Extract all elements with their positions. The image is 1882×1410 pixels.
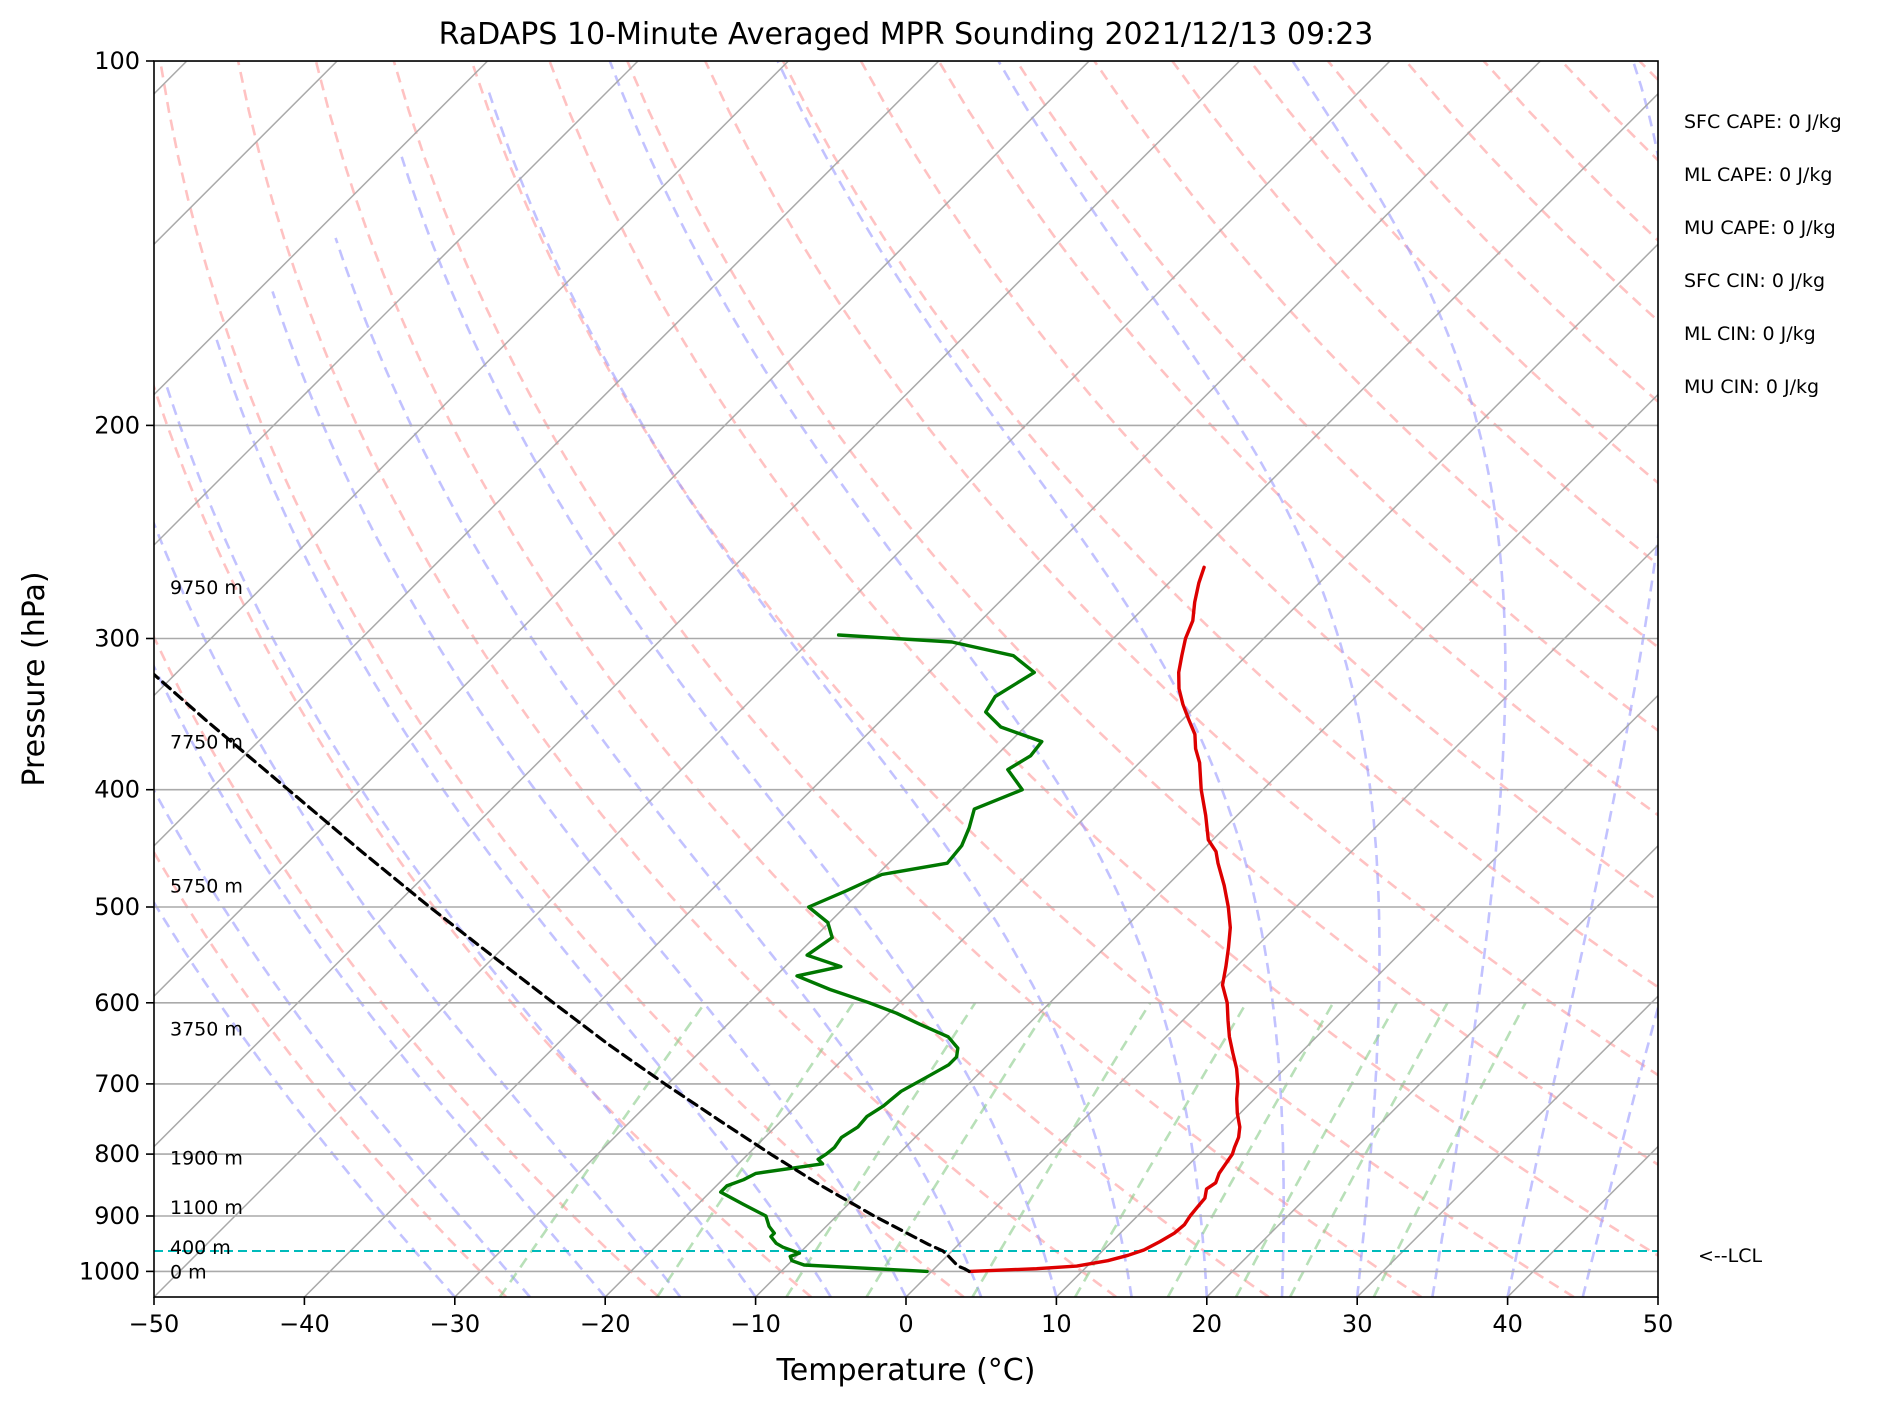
height-label: 7750 m [170,732,243,754]
x-tick-label: −10 [730,1310,781,1338]
stability-index-text: SFC CIN: 0 J/kg [1684,270,1825,292]
y-tick-label: 1000 [79,1257,140,1285]
moist-adiabat [0,563,455,1297]
isotherm-line [0,61,638,1297]
x-tick-label: 50 [1643,1310,1674,1338]
y-tick-label: 800 [94,1140,140,1168]
x-tick-label: −40 [279,1310,330,1338]
x-tick-label: −30 [429,1310,480,1338]
isotherm-line [0,61,1089,1297]
y-tick-label: 500 [94,893,140,921]
x-axis: −50 −40 −30 −20 −10 0 10 20 30 40 50 [129,1297,1674,1338]
isotherm-line [304,61,1540,1297]
dry-adiabat [627,61,1879,1297]
background-lines [0,61,1882,1297]
height-label: 3750 m [170,1019,243,1041]
y-tick-label: 200 [94,411,140,439]
isotherm-line [605,61,1841,1297]
y-axis: 1000 900 800 700 600 500 400 300 200 100 [79,47,154,1285]
x-tick-label: −20 [580,1310,631,1338]
isotherm-line [4,61,1240,1297]
y-tick-label: 600 [94,989,140,1017]
moist-adiabat [1508,61,1674,1297]
isotherm-line [1207,61,1882,1297]
dry-adiabat [550,61,1727,1297]
lcl-label: <--LCL [1698,1245,1762,1267]
dry-adiabat [1562,61,1882,1297]
height-label: 400 m [170,1237,231,1259]
dry-adiabat [1017,61,1882,1297]
dry-adiabat [5,61,659,1297]
height-label: 5750 m [170,876,243,898]
isotherm-line [0,61,488,1297]
dry-adiabat [783,61,1882,1297]
moist-adiabat [998,61,1379,1297]
height-label: 9750 m [170,577,243,599]
moist-adiabat [336,238,982,1297]
moist-adiabat [610,61,1207,1297]
isotherm-line [1508,61,1882,1297]
stability-index-text: MU CIN: 0 J/kg [1684,376,1819,398]
dry-adiabat [1094,61,1882,1297]
stability-index-text: ML CIN: 0 J/kg [1684,323,1816,345]
x-tick-label: 0 [898,1310,913,1338]
isotherm-line [1658,61,1882,1297]
height-label: 0 m [170,1261,207,1283]
x-tick-label: 30 [1342,1310,1373,1338]
isotherm-line [0,61,939,1297]
indices-panel: SFC CAPE: 0 J/kg ML CAPE: 0 J/kg MU CAPE: … [1684,111,1842,398]
y-tick-label: 900 [94,1202,140,1230]
dry-adiabat [705,61,1882,1297]
moist-adiabat [1293,61,1506,1297]
mixing-ratio-line [1236,1003,1397,1297]
isotherm-line [1357,61,1882,1297]
x-tick-label: −50 [129,1310,180,1338]
mixing-ratio-line [1290,1003,1447,1297]
mixing-ratio-line [786,1003,975,1297]
dry-adiabat [1172,61,1882,1297]
dry-adiabat [1406,61,1882,1297]
chart-title: RaDAPS 10-Minute Averaged MPR Sounding 2… [439,17,1374,52]
y-axis-label: Pressure (hPa) [17,571,52,786]
stability-index-text: SFC CAPE: 0 J/kg [1684,111,1842,133]
dry-adiabat [939,61,1882,1297]
isotherm-line [154,61,1390,1297]
y-tick-label: 300 [94,625,140,653]
dry-adiabat [238,61,1116,1297]
x-tick-label: 20 [1192,1310,1223,1338]
dry-adiabat [1717,61,1882,1297]
x-tick-label: 40 [1492,1310,1523,1338]
moist-adiabat [1583,61,1882,1297]
dry-adiabat [160,61,964,1297]
dry-adiabat [1328,61,1882,1297]
stability-index-text: MU CAPE: 0 J/kg [1684,217,1836,239]
mixing-ratio-line [1374,1003,1526,1297]
isotherm-line [906,61,1882,1297]
y-tick-label: 100 [94,47,140,75]
dry-adiabat [0,61,506,1297]
moist-adiabat [487,87,1132,1297]
y-tick-label: 400 [94,776,140,804]
mixing-ratio-line [657,1003,853,1297]
height-label: 1900 m [170,1147,243,1169]
dry-adiabat [861,61,1882,1297]
y-tick-label: 700 [94,1070,140,1098]
moist-adiabat [78,476,606,1298]
x-axis-label: Temperature (°C) [776,1353,1036,1388]
dry-adiabat [1639,61,1882,1297]
height-label: 1100 m [170,1197,243,1219]
moist-adiabat [778,61,1284,1297]
x-tick-label: 10 [1041,1310,1072,1338]
dry-adiabat [1250,61,1882,1297]
stability-index-text: ML CAPE: 0 J/kg [1684,164,1832,186]
isotherm-line [0,61,788,1297]
